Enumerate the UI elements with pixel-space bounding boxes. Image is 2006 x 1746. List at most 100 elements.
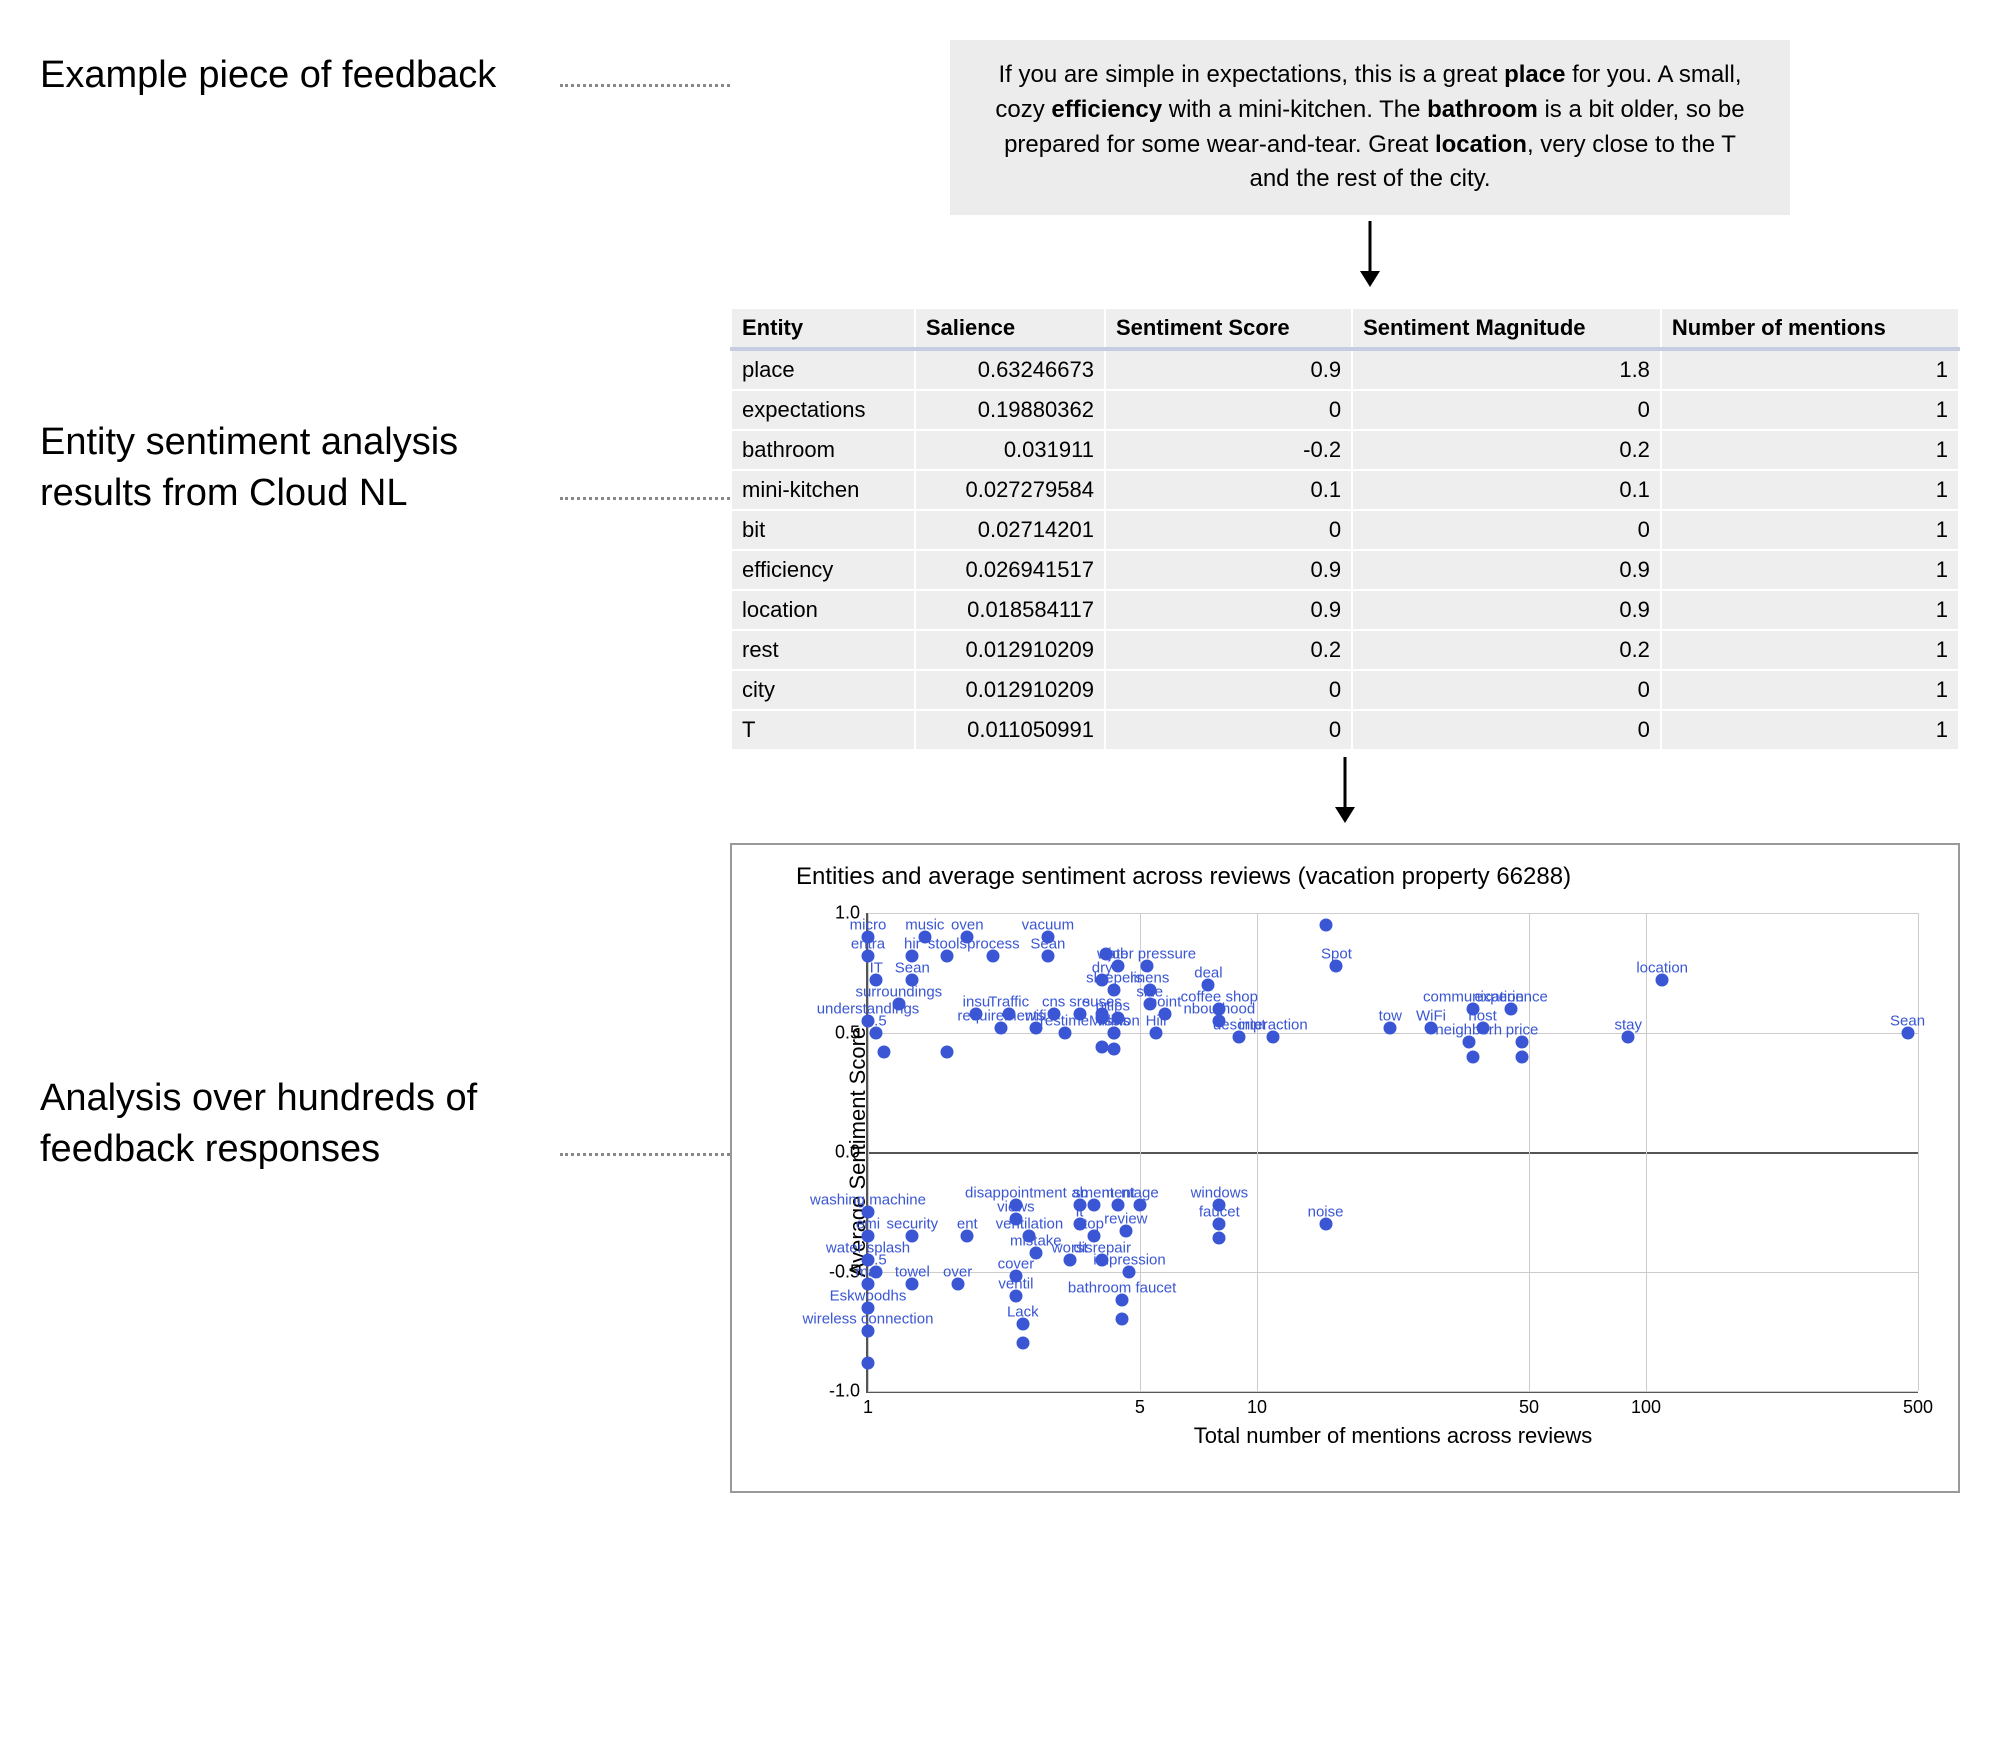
label-table: Entity sentiment analysis results from C… [40,307,560,520]
chart-point [1023,1229,1036,1242]
chart-point [1009,1289,1022,1302]
feedback-text-1: If you are simple in expectations, this … [998,61,1504,88]
chart-point [906,1277,919,1290]
chart-xtick: 5 [1135,1391,1145,1418]
chart-point [906,974,919,987]
table-header-cell: Entity [731,308,915,349]
chart-point [1096,1012,1109,1025]
chart-title: Entities and average sentiment across re… [796,863,1948,891]
feedback-bold-place: place [1504,61,1565,88]
chart-xlabel: Total number of mentions across reviews [1194,1423,1593,1449]
chart-point [1029,1021,1042,1034]
table-cell: 0 [1105,510,1352,550]
chart-point [1073,1007,1086,1020]
table-cell: 0.02714201 [915,510,1105,550]
table-row: expectations0.19880362001 [731,390,1959,430]
table-cell: 0.031911 [915,430,1105,470]
table-cell: 0.012910209 [915,670,1105,710]
chart-point [1119,1225,1132,1238]
table-cell: 0.026941517 [915,550,1105,590]
chart-point [906,1229,919,1242]
table-cell: 0 [1352,710,1661,750]
chart-point [1319,919,1332,932]
table-cell: 0 [1105,670,1352,710]
chart-gridline-h [868,1391,1918,1392]
chart-point [1100,947,1113,960]
chart-point [1041,950,1054,963]
table-cell: 0.027279584 [915,470,1105,510]
chart-point [862,931,875,944]
chart-point [1505,1002,1518,1015]
table-cell: 0.9 [1105,349,1352,390]
table-cell: 1 [1661,349,1959,390]
chart-point [1143,998,1156,1011]
table-cell: 0.2 [1105,630,1352,670]
chart-point [1213,1217,1226,1230]
chart-point [1016,1337,1029,1350]
row-chart: Analysis over hundreds of feedback respo… [40,843,1966,1493]
row-table: Entity sentiment analysis results from C… [40,307,1966,833]
chart-point [1133,1198,1146,1211]
chart-point [862,1253,875,1266]
table-cell: 0 [1352,510,1661,550]
table-cell: 0.2 [1352,630,1661,670]
chart-point [1096,974,1109,987]
chart-point [862,1014,875,1027]
chart-point [1467,1002,1480,1015]
entity-table: EntitySalienceSentiment ScoreSentiment M… [730,307,1960,751]
chart-point [862,1301,875,1314]
chart-point [961,931,974,944]
chart-point [1202,978,1215,991]
chart-point [995,1021,1008,1034]
table-cell: 0.19880362 [915,390,1105,430]
table-body: place0.632466730.91.81expectations0.1988… [731,349,1959,750]
chart-point [1073,1198,1086,1211]
feedback-text-3: with a mini-kitchen. The [1162,96,1427,123]
table-cell: 0.018584117 [915,590,1105,630]
table-cell: bathroom [731,430,915,470]
table-cell: 0.9 [1352,590,1661,630]
label-chart: Analysis over hundreds of feedback respo… [40,843,560,1176]
feedback-box: If you are simple in expectations, this … [950,40,1790,215]
chart-point [1096,1253,1109,1266]
table-cell: 1 [1661,470,1959,510]
chart-point [1516,1050,1529,1063]
chart-area: Average Sentiment Score Total number of … [786,903,1948,1463]
table-header-cell: Salience [915,308,1105,349]
chart-point [1901,1026,1914,1039]
chart-ytick: 1.0 [835,903,868,924]
chart-point [941,950,954,963]
table-cell: 1 [1661,670,1959,710]
chart-point [1108,983,1121,996]
table-cell: 1 [1661,630,1959,670]
chart-point [1656,974,1669,987]
table-cell: 1 [1661,590,1959,630]
table-cell: 0 [1352,390,1661,430]
chart-point [1213,1014,1226,1027]
table-cell: 0.63246673 [915,349,1105,390]
chart-point [1108,1026,1121,1039]
table-cell: location [731,590,915,630]
chart-point [862,950,875,963]
table-cell: 0 [1105,390,1352,430]
table-row: T0.011050991001 [731,710,1959,750]
row-feedback: Example piece of feedback If you are sim… [40,40,1966,297]
table-cell: 0.011050991 [915,710,1105,750]
table-cell: 0.9 [1352,550,1661,590]
chart-point [970,1007,983,1020]
chart-point [862,1325,875,1338]
chart-point [1516,1036,1529,1049]
table-cell: 1 [1661,510,1959,550]
chart-gridline-h [868,913,1918,914]
chart-gridline-v [1918,913,1919,1391]
chart-point [870,1265,883,1278]
chart-point [1047,1007,1060,1020]
chart-point [1159,1007,1172,1020]
chart-point [1319,1217,1332,1230]
chart-point [1096,1041,1109,1054]
chart-point [862,1356,875,1369]
chart-point [941,1045,954,1058]
table-row: bit0.02714201001 [731,510,1959,550]
chart-point [1087,1198,1100,1211]
chart-point [1016,1318,1029,1331]
